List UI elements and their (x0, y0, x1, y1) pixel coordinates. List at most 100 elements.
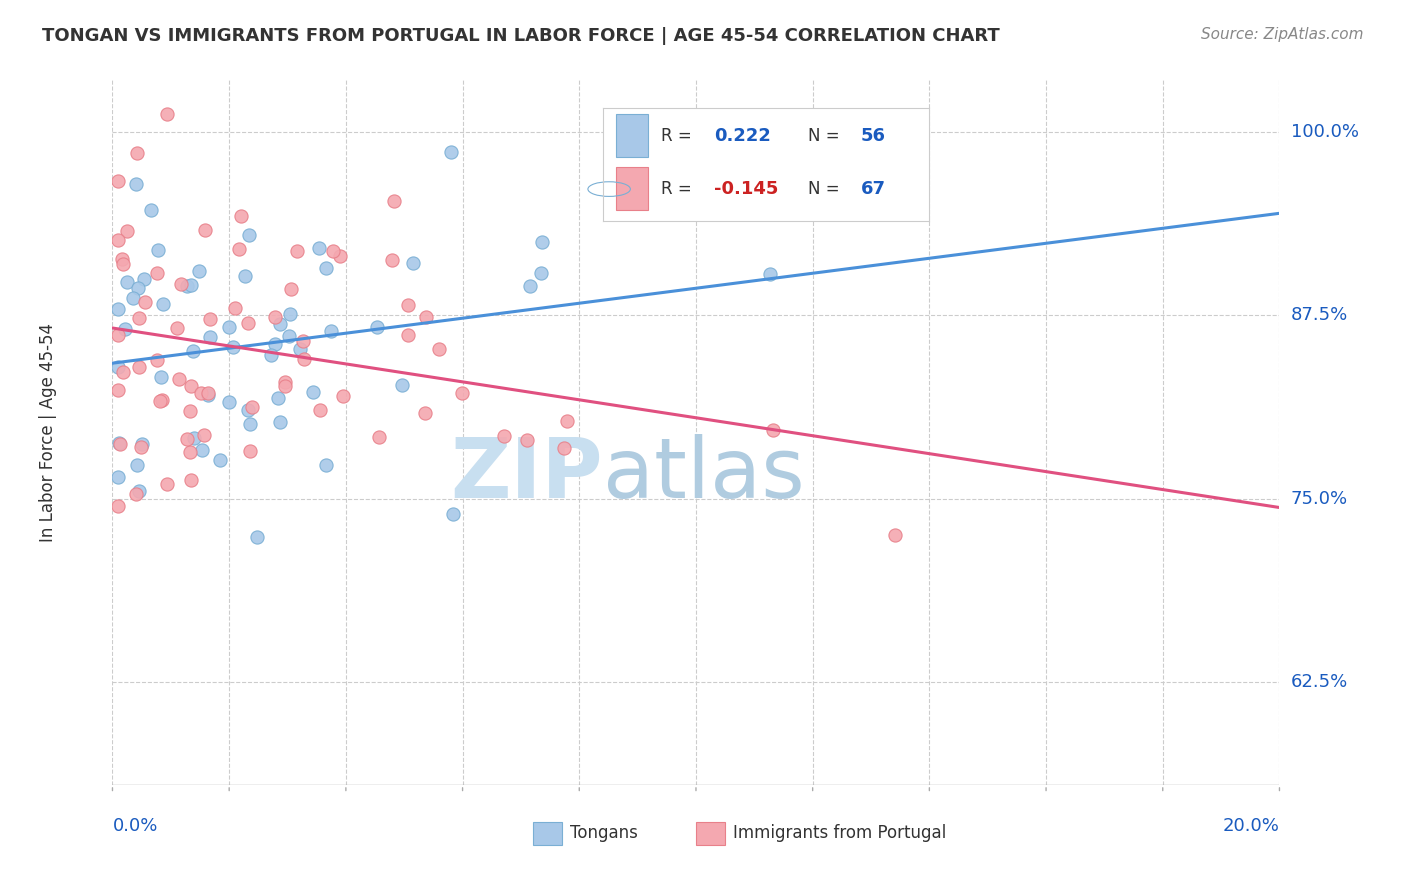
Point (107, 383, 129, 397)
Point (278, 307, 301, 321)
Point (308, 403, 330, 417)
Point (883, 528, 905, 542)
Point (111, 252, 134, 266)
Point (260, 348, 283, 362)
Point (415, 310, 437, 324)
Point (396, 298, 419, 312)
Point (139, 203, 162, 218)
Point (107, 470, 129, 484)
Point (329, 249, 352, 263)
Point (131, 436, 153, 450)
Point (190, 443, 212, 458)
Point (129, 440, 152, 454)
Text: 20.0%: 20.0% (1223, 817, 1279, 835)
Point (198, 312, 221, 326)
Point (413, 406, 436, 420)
Point (107, 360, 129, 375)
Text: Immigrants from Portugal: Immigrants from Portugal (734, 824, 946, 842)
Point (439, 145, 461, 159)
Point (167, 372, 190, 386)
Point (239, 444, 262, 458)
Point (321, 324, 343, 338)
Text: 75.0%: 75.0% (1291, 490, 1348, 508)
Point (122, 291, 145, 305)
Point (146, 266, 169, 280)
Point (239, 417, 262, 431)
Text: atlas: atlas (603, 434, 804, 516)
Point (193, 428, 215, 442)
Point (127, 281, 149, 295)
Point (107, 302, 129, 317)
Point (285, 244, 308, 259)
Point (530, 267, 553, 281)
Point (146, 352, 169, 367)
Text: TONGAN VS IMMIGRANTS FROM PORTUGAL IN LABOR FORCE | AGE 45-54 CORRELATION CHART: TONGAN VS IMMIGRANTS FROM PORTUGAL IN LA… (42, 27, 1000, 45)
Text: 87.5%: 87.5% (1291, 306, 1348, 324)
Point (278, 328, 301, 343)
Point (149, 394, 172, 409)
Point (427, 342, 450, 356)
Point (367, 430, 389, 444)
Point (170, 277, 193, 292)
Point (114, 322, 136, 336)
Point (264, 310, 287, 325)
Point (128, 359, 150, 374)
Point (150, 369, 173, 384)
Point (396, 328, 419, 343)
Point (292, 351, 315, 366)
Point (108, 435, 131, 450)
Point (269, 415, 291, 429)
Point (224, 301, 246, 315)
Point (322, 244, 344, 259)
Point (530, 235, 553, 249)
Point (209, 453, 232, 467)
Point (180, 278, 202, 293)
Point (115, 275, 138, 289)
Point (553, 441, 575, 455)
Point (128, 311, 150, 326)
Point (762, 423, 785, 437)
Point (315, 458, 337, 472)
Text: In Labor Force | Age 45-54: In Labor Force | Age 45-54 (39, 323, 58, 542)
Point (134, 294, 156, 309)
Point (134, 271, 156, 285)
Point (190, 386, 212, 401)
Point (492, 429, 515, 443)
Point (179, 403, 201, 417)
Point (391, 378, 413, 392)
Point (269, 318, 291, 332)
Point (125, 487, 148, 501)
Point (308, 241, 330, 255)
Text: 100.0%: 100.0% (1291, 123, 1358, 141)
Point (218, 319, 240, 334)
Point (218, 395, 240, 409)
Point (183, 344, 205, 359)
Point (152, 392, 174, 407)
Point (197, 386, 219, 401)
Point (222, 340, 245, 354)
Point (188, 264, 211, 278)
Point (228, 242, 250, 256)
Point (302, 385, 325, 400)
Point (280, 282, 302, 296)
Point (238, 228, 260, 243)
Point (180, 473, 202, 487)
Point (233, 269, 256, 284)
Point (197, 388, 219, 402)
Point (128, 484, 150, 499)
Point (110, 437, 132, 451)
Point (156, 107, 179, 121)
Point (183, 431, 205, 445)
Point (240, 400, 263, 414)
Point (451, 385, 474, 400)
Point (315, 261, 337, 276)
Point (127, 146, 149, 161)
Point (198, 330, 221, 344)
Point (758, 267, 780, 281)
Point (263, 337, 285, 351)
Point (274, 376, 297, 390)
Point (266, 391, 288, 405)
Point (557, 414, 579, 428)
Point (229, 209, 252, 223)
Point (176, 278, 198, 293)
